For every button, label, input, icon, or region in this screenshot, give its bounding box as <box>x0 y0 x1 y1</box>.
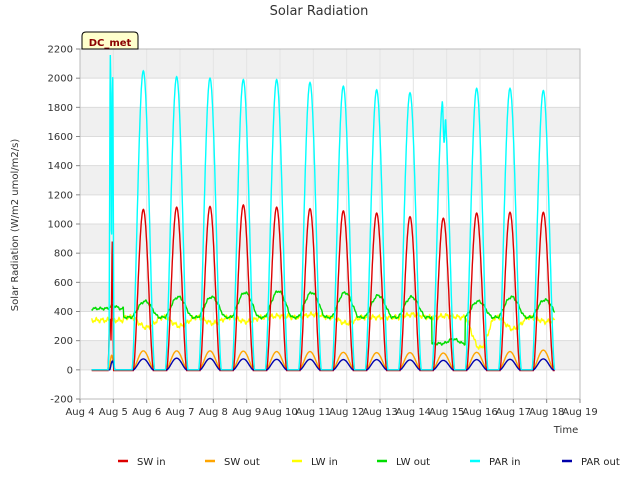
series-line-par-in <box>91 54 556 371</box>
x-tick-label: Aug 15 <box>429 407 464 418</box>
plot-band <box>80 224 580 254</box>
x-axis-label: Time <box>553 425 578 436</box>
y-tick-label: 1400 <box>48 161 73 172</box>
plot-band <box>80 282 580 312</box>
plot-band <box>80 107 580 137</box>
x-tick-label: Aug 7 <box>165 407 194 418</box>
station-tag: DC_met <box>81 31 139 50</box>
y-axis-label: Solar Radiation (W/m2 umol/m2/s) <box>10 139 21 312</box>
y-tick-label: 200 <box>54 336 73 347</box>
y-tick-labels: -200 0 200 400 600 800 1000 1200 1400 1600 1800 200… <box>48 45 80 406</box>
x-tick-label: Aug 12 <box>329 407 364 418</box>
plot-band <box>80 136 580 166</box>
legend-label-sw-out: SW out <box>224 457 260 468</box>
series-line-lw-out <box>91 290 556 346</box>
series-lines <box>91 54 556 372</box>
x-tick-label: Aug 19 <box>562 407 597 418</box>
chart-title: Solar Radiation <box>270 4 369 19</box>
legend: SW in SW out LW in LW out PAR in PAR out <box>118 457 620 468</box>
x-tick-label: Aug 6 <box>132 407 161 418</box>
legend-label-lw-out: LW out <box>396 457 430 468</box>
x-tick-label: Aug 11 <box>296 407 331 418</box>
y-tick-label: 400 <box>54 307 73 318</box>
plot-area <box>80 49 580 399</box>
x-tick-label: Aug 18 <box>529 407 564 418</box>
y-tick-label: 2000 <box>48 74 73 85</box>
legend-label-sw-in: SW in <box>137 457 166 468</box>
legend-label-par-out: PAR out <box>581 457 620 468</box>
x-tick-label: Aug 10 <box>262 407 297 418</box>
plot-band <box>80 369 580 399</box>
y-tick-label: 1600 <box>48 132 73 143</box>
x-tick-label: Aug 17 <box>496 407 531 418</box>
plot-band <box>80 49 580 79</box>
x-tick-label: Aug 14 <box>396 407 431 418</box>
series-line-sw-in <box>91 203 555 372</box>
x-tick-label: Aug 4 <box>65 407 94 418</box>
x-tick-label: Aug 5 <box>99 407 128 418</box>
plot-band <box>80 194 580 224</box>
y-tick-label: 1800 <box>48 103 73 114</box>
plot-band <box>80 165 580 195</box>
x-tick-label: Aug 9 <box>232 407 261 418</box>
plot-band <box>80 340 580 370</box>
y-tick-label: 2200 <box>48 45 73 56</box>
x-tick-label: Aug 8 <box>199 407 228 418</box>
y-tick-label: 600 <box>54 278 73 289</box>
plot-band <box>80 253 580 283</box>
plot-band <box>80 311 580 341</box>
y-tick-label: 1000 <box>48 220 73 231</box>
x-tick-labels: Aug 4 Aug 5 Aug 6 Aug 7 Aug 8 Aug 9 Aug 10Aug … <box>65 399 598 418</box>
y-tick-label: 0 <box>67 365 73 376</box>
x-tick-label: Aug 13 <box>362 407 397 418</box>
y-tick-label: 1200 <box>48 190 73 201</box>
y-tick-label: -200 <box>50 395 73 406</box>
x-tick-label: Aug 16 <box>462 407 497 418</box>
legend-label-par-in: PAR in <box>489 457 520 468</box>
plot-band <box>80 78 580 108</box>
station-tag-label: DC_met <box>89 38 132 49</box>
legend-label-lw-in: LW in <box>311 457 338 468</box>
y-tick-label: 800 <box>54 249 73 260</box>
